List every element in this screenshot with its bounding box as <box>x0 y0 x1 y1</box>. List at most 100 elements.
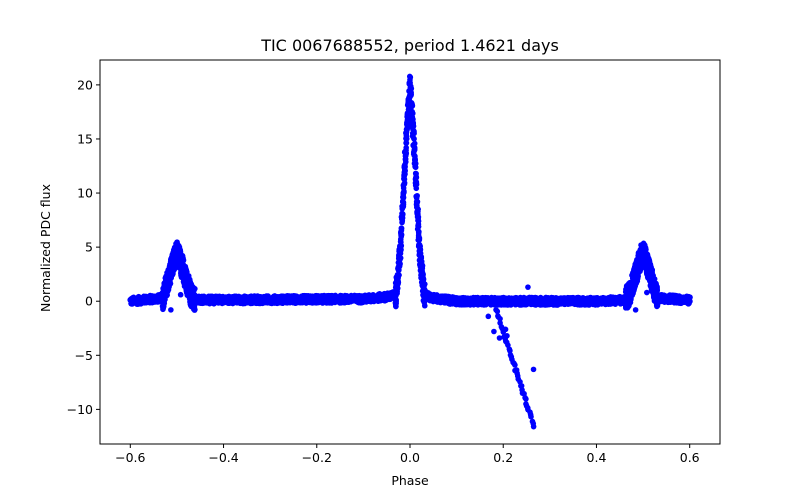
x-tick-label: 0.0 <box>400 450 420 465</box>
x-axis-label: Phase <box>391 473 429 488</box>
data-point <box>414 198 421 205</box>
data-point <box>418 258 425 265</box>
data-point <box>397 261 403 267</box>
data-point <box>405 123 411 130</box>
data-point <box>180 257 187 264</box>
data-point <box>496 335 503 341</box>
data-point <box>400 194 407 201</box>
data-point <box>649 267 655 273</box>
data-point <box>654 302 661 309</box>
data-point <box>418 254 425 260</box>
data-point <box>525 284 531 290</box>
data-point <box>687 298 693 305</box>
data-point <box>530 423 537 430</box>
data-point <box>407 74 414 81</box>
data-point <box>413 181 420 188</box>
data-point <box>167 280 174 287</box>
x-tick-label: 0.6 <box>680 450 700 465</box>
data-point <box>408 85 415 92</box>
y-axis-ticks: −10 −5 0 5 10 15 20 <box>67 77 100 417</box>
x-tick-label: −0.2 <box>302 450 332 465</box>
y-tick-label: −5 <box>75 348 93 363</box>
data-point <box>687 294 693 301</box>
data-point <box>497 315 503 322</box>
data-point <box>416 228 422 235</box>
data-point <box>409 101 415 107</box>
data-point <box>396 272 402 278</box>
data-point <box>411 135 417 142</box>
data-point <box>397 255 404 261</box>
y-tick-label: 10 <box>77 186 93 201</box>
data-point <box>651 291 657 298</box>
data-point <box>413 173 419 180</box>
data-point <box>192 285 198 292</box>
data-point <box>530 366 537 373</box>
x-tick-label: −0.4 <box>208 450 238 465</box>
data-point <box>485 313 492 320</box>
data-point <box>394 290 400 297</box>
data-point <box>402 171 408 177</box>
data-point <box>507 347 513 354</box>
data-point <box>411 140 418 147</box>
y-axis-label: Normalized PDC flux <box>38 184 53 312</box>
data-point <box>398 231 405 238</box>
x-tick-label: −0.6 <box>115 450 145 465</box>
data-point <box>654 286 660 293</box>
plot-area <box>99 59 721 445</box>
y-tick-label: 0 <box>85 294 93 309</box>
data-point <box>415 218 422 224</box>
x-tick-label: 0.2 <box>493 450 513 465</box>
data-point <box>410 110 416 117</box>
y-tick-label: 20 <box>77 77 93 92</box>
data-point <box>491 328 497 335</box>
data-point <box>419 262 426 269</box>
data-point <box>177 291 184 298</box>
data-point <box>402 159 409 165</box>
data-point <box>523 396 529 402</box>
x-tick-label: 0.4 <box>587 450 607 465</box>
data-point <box>399 215 406 221</box>
data-point <box>512 362 518 368</box>
x-axis-ticks: −0.6 −0.4 −0.2 0.0 0.2 0.4 0.6 <box>115 444 700 465</box>
data-point <box>411 130 417 137</box>
data-point <box>416 235 423 241</box>
data-point <box>518 383 525 389</box>
data-point <box>403 140 410 146</box>
data-point <box>632 307 639 313</box>
data-point <box>415 206 421 213</box>
data-point <box>644 289 650 296</box>
data-point <box>183 289 190 296</box>
data-point <box>494 308 501 315</box>
data-point <box>393 298 399 305</box>
data-point <box>415 214 422 220</box>
data-point <box>398 227 405 234</box>
data-point <box>408 92 414 99</box>
data-point <box>422 281 428 287</box>
data-point <box>500 329 507 335</box>
y-tick-label: 15 <box>77 131 93 146</box>
data-point <box>528 413 534 420</box>
data-point <box>398 247 404 253</box>
data-point <box>420 276 427 282</box>
data-point <box>421 302 428 309</box>
data-point <box>651 276 658 282</box>
data-point <box>403 147 409 154</box>
data-point <box>412 160 419 167</box>
data-point <box>411 146 418 153</box>
chart-title: TIC 0067688552, period 1.4621 days <box>260 36 559 55</box>
data-point <box>414 192 420 199</box>
data-point <box>168 307 174 313</box>
data-point <box>401 167 408 173</box>
y-tick-label: 5 <box>85 240 93 255</box>
y-tick-label: −10 <box>67 402 93 417</box>
data-points <box>127 73 693 430</box>
data-point <box>393 303 399 309</box>
data-point <box>401 179 408 186</box>
data-point <box>410 120 417 126</box>
data-point <box>400 203 407 210</box>
data-point <box>403 135 410 142</box>
data-point <box>415 223 422 230</box>
data-point <box>394 285 401 292</box>
data-point <box>189 298 195 305</box>
